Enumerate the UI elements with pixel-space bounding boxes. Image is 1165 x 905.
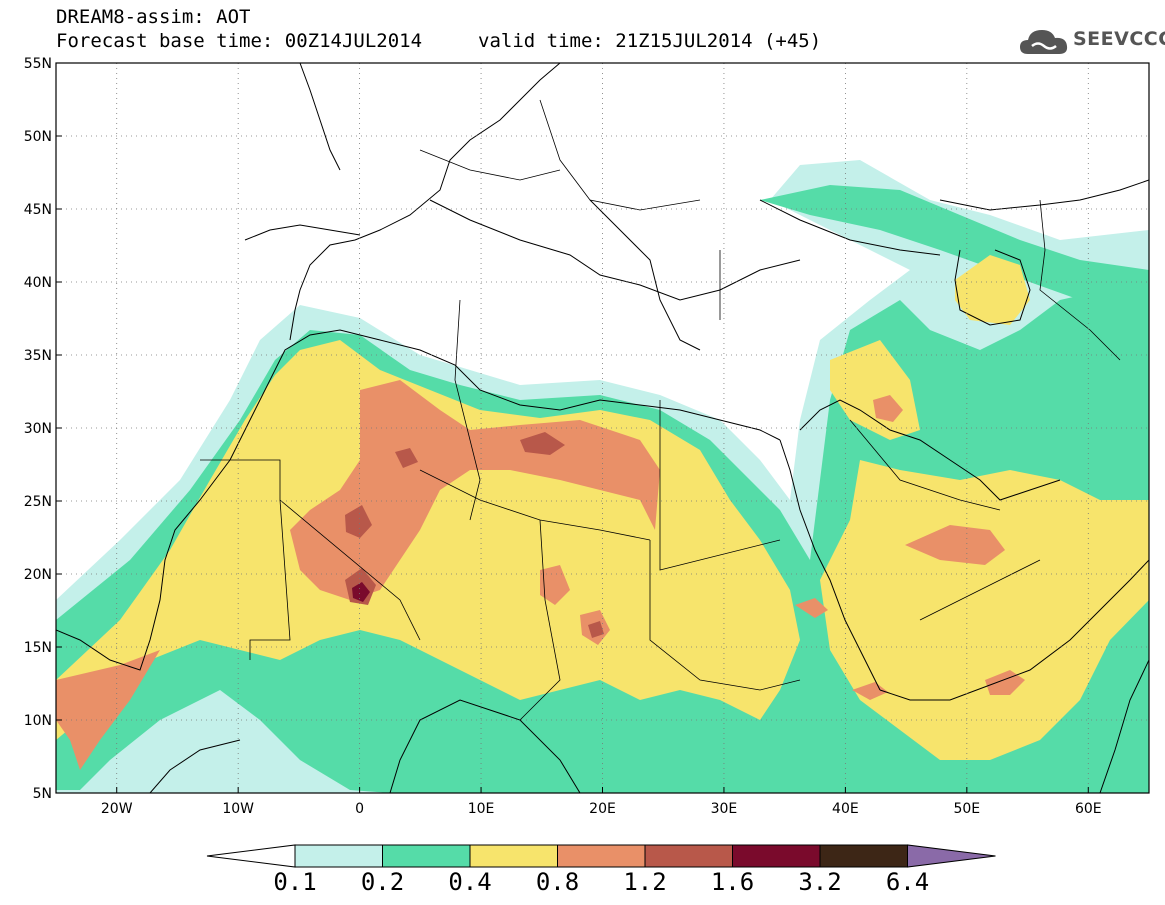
seevccc-logo: SEEVCCC bbox=[1018, 24, 1165, 58]
colorbar-label: 1.6 bbox=[710, 868, 755, 896]
colorbar-over-triangle bbox=[907, 844, 996, 868]
grid-lines bbox=[56, 62, 1149, 794]
colorbar-segment bbox=[557, 844, 646, 868]
longitude-label: 20E bbox=[589, 801, 616, 817]
political-borders bbox=[200, 99, 1121, 721]
colorbar-label: 0.1 bbox=[273, 868, 317, 896]
latitude-label: 55N bbox=[24, 56, 52, 72]
colorbar-label: 6.4 bbox=[885, 868, 930, 896]
latitude-label: 40N bbox=[24, 275, 52, 291]
latitude-label: 50N bbox=[24, 129, 52, 145]
colorbar-label: 0.8 bbox=[535, 868, 580, 896]
aot-band-1.2 bbox=[520, 432, 565, 455]
aot-contours bbox=[56, 160, 1149, 793]
colorbar-segment bbox=[469, 844, 558, 868]
longitude-label: 30E bbox=[711, 801, 738, 817]
latitude-label: 15N bbox=[24, 640, 52, 656]
longitude-label: 50E bbox=[953, 801, 980, 817]
logo-text: SEEVCCC bbox=[1073, 28, 1165, 50]
latitude-labels: 55N 50N 45N 40N 35N 30N 25N 20N 15N 10N 5N bbox=[24, 56, 62, 802]
longitude-label: 10W bbox=[222, 801, 254, 817]
colorbar-under-triangle bbox=[206, 844, 296, 868]
latitude-label: 45N bbox=[24, 202, 52, 218]
latitude-label: 30N bbox=[24, 421, 52, 437]
colorbar-label: 0.4 bbox=[448, 868, 492, 896]
longitude-label: 10E bbox=[468, 801, 495, 817]
colorbar-label: 3.2 bbox=[798, 868, 842, 896]
colorbar-segment bbox=[382, 844, 471, 868]
colorbar bbox=[206, 844, 996, 868]
colorbar-segment bbox=[819, 844, 908, 868]
latitude-label: 20N bbox=[24, 567, 52, 583]
longitude-label: 0 bbox=[355, 801, 364, 817]
aot-band-1.6 bbox=[352, 582, 370, 602]
colorbar-label: 0.2 bbox=[360, 868, 405, 896]
longitude-label: 20W bbox=[101, 801, 133, 817]
longitude-label: 40E bbox=[832, 801, 859, 817]
longitude-labels: 20W 10W 0 10E 20E 30E 40E 50E 60E bbox=[101, 787, 1102, 817]
latitude-label: 10N bbox=[24, 713, 52, 729]
cloud-icon bbox=[1020, 30, 1068, 54]
latitude-label: 25N bbox=[24, 494, 52, 510]
colorbar-label: 1.2 bbox=[623, 868, 667, 896]
forecast-base-time: Forecast base time: 00Z14JUL2014 bbox=[56, 30, 423, 52]
map-title: DREAM8-assim: AOT bbox=[56, 6, 251, 28]
colorbar-segment bbox=[294, 844, 383, 868]
valid-time: valid time: 21Z15JUL2014 (+45) bbox=[478, 30, 822, 52]
colorbar-segment bbox=[644, 844, 733, 868]
latitude-label: 35N bbox=[24, 348, 52, 364]
colorbar-segment bbox=[732, 844, 821, 868]
longitude-label: 60E bbox=[1075, 801, 1102, 817]
coastlines bbox=[56, 63, 1149, 793]
latitude-label: 5N bbox=[33, 786, 52, 802]
aot-band-0.8 bbox=[56, 650, 160, 770]
